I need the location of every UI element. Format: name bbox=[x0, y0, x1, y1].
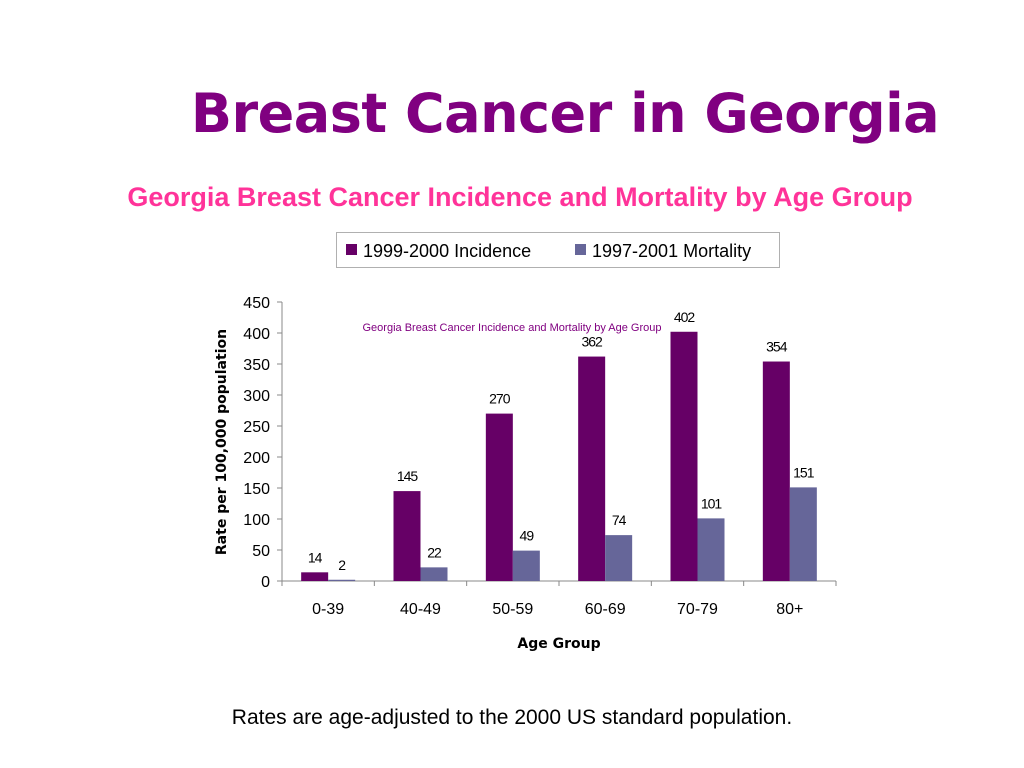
data-label: 145 bbox=[397, 468, 419, 484]
x-tick-label: 50-59 bbox=[492, 601, 533, 618]
y-tick-label: 350 bbox=[243, 357, 270, 374]
data-label: 14 bbox=[308, 549, 323, 565]
data-label: 2 bbox=[338, 557, 346, 573]
bar-incidence bbox=[393, 491, 421, 581]
legend-label-1: 1997-2001 Mortality bbox=[592, 241, 751, 261]
y-tick-label: 250 bbox=[243, 419, 270, 436]
data-label: 101 bbox=[701, 495, 723, 511]
y-tick-label: 200 bbox=[243, 450, 270, 467]
x-tick-label: 80+ bbox=[776, 601, 803, 618]
bar-incidence bbox=[670, 331, 698, 581]
legend-layer: 1999-2000 Incidence 1997-2001 Mortality bbox=[346, 241, 751, 261]
bar-incidence bbox=[485, 413, 513, 581]
bar-mortality bbox=[789, 487, 817, 581]
x-tick-label: 0-39 bbox=[312, 601, 344, 618]
data-label: 270 bbox=[489, 391, 511, 407]
data-label: 354 bbox=[766, 339, 788, 355]
chart-subtitle: Georgia Breast Cancer Incidence and Mort… bbox=[127, 182, 913, 212]
chart-inner-title: Georgia Breast Cancer Incidence and Mort… bbox=[363, 322, 662, 334]
data-label: 402 bbox=[674, 309, 696, 325]
bar-mortality bbox=[328, 579, 356, 581]
y-tick-label: 100 bbox=[243, 512, 270, 529]
legend-swatch-1 bbox=[575, 244, 586, 255]
y-tick-label: 300 bbox=[243, 388, 270, 405]
data-labels-layer: 14 2 145 22 270 49 362 74 402 101 354 151 bbox=[308, 309, 816, 573]
slide-title: Breast Cancer in Georgia bbox=[190, 82, 940, 145]
data-label: 22 bbox=[427, 544, 442, 560]
data-label: 151 bbox=[793, 464, 815, 480]
data-label: 362 bbox=[581, 334, 603, 350]
x-tick-label: 60-69 bbox=[585, 601, 626, 618]
x-tick-label: 40-49 bbox=[400, 601, 441, 618]
y-tick-label: 150 bbox=[243, 481, 270, 498]
x-axis-label: Age Group bbox=[517, 636, 600, 652]
bar-incidence bbox=[578, 356, 606, 581]
chart-legend bbox=[336, 232, 780, 268]
bar-mortality bbox=[512, 550, 540, 581]
x-tick-label: 70-79 bbox=[677, 601, 718, 618]
data-label: 74 bbox=[612, 512, 627, 528]
bar-mortality bbox=[605, 535, 633, 581]
bar-mortality bbox=[697, 518, 725, 581]
y-tick-label: 450 bbox=[243, 295, 270, 312]
y-tick-label: 400 bbox=[243, 326, 270, 343]
y-tick-label: 50 bbox=[252, 543, 270, 560]
data-label: 49 bbox=[520, 528, 535, 544]
bar-mortality bbox=[420, 567, 448, 581]
legend-swatch-0 bbox=[346, 244, 357, 255]
footnote: Rates are age-adjusted to the 2000 US st… bbox=[231, 706, 793, 729]
legend-label-0: 1999-2000 Incidence bbox=[363, 241, 531, 261]
bar-incidence bbox=[762, 361, 790, 581]
y-tick-label: 0 bbox=[261, 574, 270, 591]
bar-incidence bbox=[301, 572, 329, 581]
bars-layer bbox=[301, 331, 817, 581]
y-axis-label: Rate per 100,000 population bbox=[214, 329, 230, 555]
axes-layer: 0 50 100 150 200 250 300 350 400 450 0-39 40-49 50-5… bbox=[243, 295, 837, 618]
